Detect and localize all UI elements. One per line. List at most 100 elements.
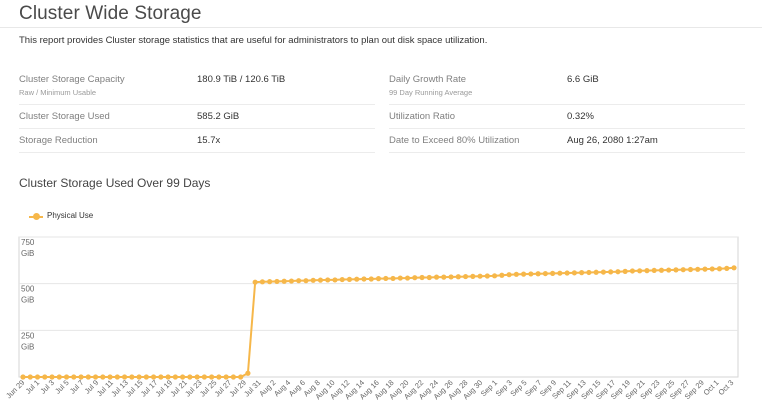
physical-use-point: [455, 274, 461, 280]
stat-value: 0.32%: [567, 111, 594, 122]
physical-use-point: [223, 374, 229, 380]
physical-use-point: [339, 276, 345, 283]
physical-use-point: [354, 276, 360, 282]
physical-use-point: [477, 273, 483, 279]
physical-use-point: [85, 374, 91, 380]
physical-use-point: [513, 271, 519, 277]
physical-use-point: [332, 277, 338, 283]
physical-use-point: [542, 270, 548, 277]
physical-use-point: [187, 374, 193, 380]
physical-use-point: [42, 374, 48, 380]
physical-use-point: [695, 266, 701, 272]
physical-use-point: [404, 275, 411, 281]
y-tick-unit: GiB: [21, 342, 34, 351]
physical-use-point: [702, 266, 708, 272]
physical-use-point: [673, 267, 679, 273]
legend-dot-marker: [33, 213, 40, 220]
physical-use-point: [158, 374, 164, 380]
physical-use-point: [194, 374, 200, 380]
y-tick-unit: GiB: [21, 296, 34, 305]
physical-use-point: [586, 269, 592, 276]
stat-label: Daily Growth Rate: [389, 74, 467, 85]
physical-use-point: [484, 273, 490, 279]
physical-use-point: [310, 277, 316, 283]
page-title: Cluster Wide Storage: [19, 3, 202, 24]
physical-use-point: [129, 374, 135, 380]
physical-use-point: [317, 277, 324, 283]
physical-use-point: [383, 275, 389, 282]
physical-use-point: [267, 279, 273, 285]
stat-row-utilization: Utilization Ratio 0.32%: [389, 105, 745, 129]
stat-sublabel: Raw / Minimum Usable: [19, 88, 97, 97]
stat-value: 180.9 TiB / 120.6 TiB: [197, 74, 286, 85]
physical-use-point: [114, 374, 120, 380]
page-description: This report provides Cluster storage sta…: [19, 35, 488, 46]
physical-use-point: [644, 268, 650, 274]
stat-value: Aug 26, 2080 1:27am: [567, 135, 658, 146]
physical-use-point: [201, 374, 207, 380]
physical-use-point: [666, 267, 672, 273]
physical-use-point: [296, 278, 302, 284]
physical-use-point: [390, 275, 396, 282]
stat-row-used: Cluster Storage Used 585.2 GiB: [19, 105, 375, 129]
physical-use-point: [325, 277, 331, 283]
stat-value: 585.2 GiB: [197, 111, 240, 122]
physical-use-line: [23, 266, 735, 378]
stat-sublabel: 99 Day Running Average: [389, 88, 473, 97]
physical-use-point: [20, 374, 26, 380]
physical-use-point: [397, 275, 403, 281]
physical-use-point: [230, 374, 236, 380]
physical-use-point: [121, 374, 128, 380]
physical-use-point: [571, 270, 577, 276]
physical-use-point: [92, 374, 99, 380]
physical-use-point: [462, 273, 469, 280]
y-tick-unit: GiB: [21, 249, 34, 258]
physical-use-point: [637, 268, 643, 274]
physical-use-point: [658, 267, 665, 273]
x-tick-label: Jul 3: [38, 378, 56, 396]
y-tick-label: 500: [21, 285, 35, 294]
stat-row-exceed-date: Date to Exceed 80% Utilization Aug 26, 2…: [389, 129, 745, 153]
physical-use-point: [419, 274, 425, 281]
physical-use-point: [288, 278, 295, 284]
stat-value: 6.6 GiB: [567, 74, 599, 85]
stat-label: Date to Exceed 80% Utilization: [389, 135, 520, 146]
physical-use-point: [245, 370, 251, 376]
physical-use-point: [731, 265, 737, 271]
physical-use-point: [180, 374, 186, 380]
physical-use-point: [238, 374, 244, 380]
legend-label: Physical Use: [47, 211, 94, 220]
x-tick-label: Jul 7: [68, 378, 86, 396]
physical-use-point: [441, 274, 447, 280]
physical-use-point: [274, 278, 280, 285]
physical-use-point: [281, 278, 287, 284]
physical-use-point: [579, 270, 585, 276]
physical-use-point: [100, 374, 106, 380]
physical-use-point: [448, 274, 454, 280]
physical-use-point: [528, 271, 534, 277]
physical-use-point: [615, 269, 621, 275]
physical-use-point: [506, 272, 512, 278]
stat-row-reduction: Storage Reduction 15.7x: [19, 129, 375, 153]
physical-use-point: [165, 374, 171, 380]
physical-use-point: [629, 268, 636, 274]
physical-use-point: [412, 275, 418, 281]
physical-use-point: [499, 272, 505, 278]
physical-use-point: [259, 279, 266, 285]
physical-use-point: [56, 374, 62, 380]
physical-use-point: [361, 276, 367, 282]
physical-use-point: [216, 374, 222, 380]
stat-value: 15.7x: [197, 135, 221, 146]
physical-use-point: [63, 374, 70, 380]
physical-use-point: [491, 273, 498, 279]
physical-use-point: [716, 266, 723, 272]
chart-section-title: Cluster Storage Used Over 99 Days: [19, 176, 211, 190]
y-tick-label: 750: [21, 238, 35, 247]
x-tick-label: Jul 5: [53, 378, 71, 396]
physical-use-point: [49, 374, 55, 380]
physical-use-point: [709, 266, 715, 272]
physical-use-point: [433, 274, 440, 280]
y-tick-label: 250: [21, 331, 35, 340]
stat-label: Storage Reduction: [19, 135, 98, 146]
